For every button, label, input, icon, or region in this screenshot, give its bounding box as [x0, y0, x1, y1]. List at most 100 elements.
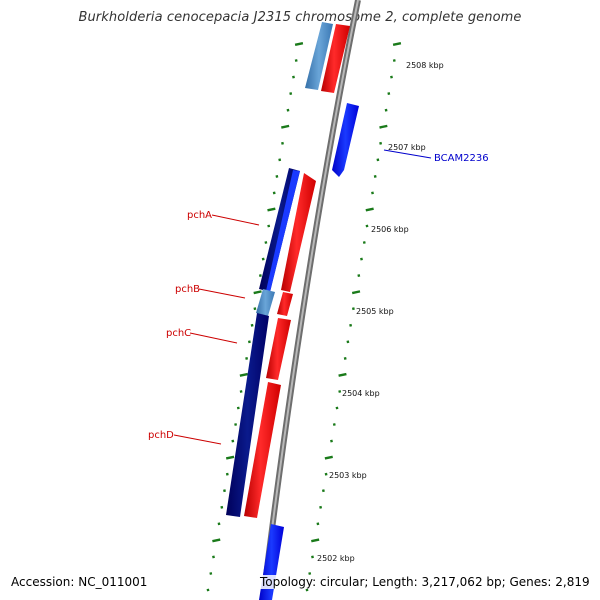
gene-red-3: [266, 318, 291, 380]
gene-red-4: [244, 382, 281, 518]
gene-label-pchA: pchA: [187, 210, 260, 226]
minor-tick: [384, 108, 388, 112]
gene-red-top: [321, 24, 350, 93]
gene-pchA: [259, 168, 300, 292]
minor-tick: [217, 522, 221, 526]
minor-tick: [231, 439, 235, 443]
minor-tick: [286, 108, 290, 112]
tick-2506: 2506 kbp: [371, 225, 409, 234]
minor-tick: [294, 59, 298, 62]
gene-label-pchD: pchD: [148, 430, 222, 445]
minor-tick: [236, 406, 240, 410]
minor-tick: [316, 522, 320, 526]
minor-tick: [250, 323, 254, 327]
minor-tick: [351, 307, 355, 311]
tick-labels: 2508 kbp 2507 kbp 2506 kbp 2505 kbp 2504…: [317, 61, 444, 563]
accession-label: Accession: NC_011001: [9, 575, 150, 589]
outer-tick-ring: [305, 41, 402, 592]
minor-tick: [275, 174, 279, 178]
minor-tick: [343, 356, 347, 360]
minor-tick: [253, 307, 257, 311]
minor-tick: [357, 274, 361, 278]
minor-tick: [335, 406, 339, 410]
major-tick: [225, 455, 235, 460]
minor-tick: [346, 340, 350, 344]
minor-tick: [278, 158, 282, 162]
svg-text:BCAM2236: BCAM2236: [434, 153, 489, 164]
tick-2504: 2504 kbp: [342, 389, 380, 398]
minor-tick: [330, 439, 333, 443]
minor-tick: [332, 423, 336, 426]
svg-text:pchB: pchB: [175, 284, 200, 295]
tick-2502: 2502 kbp: [317, 554, 355, 563]
major-tick: [281, 124, 290, 129]
gene-pchB: [256, 289, 275, 316]
gene-red-2: [277, 292, 293, 316]
minor-tick: [292, 75, 295, 79]
major-tick: [267, 207, 276, 212]
major-tick: [351, 290, 361, 295]
svg-text:pchA: pchA: [187, 210, 212, 221]
gene-label-pchB: pchB: [175, 284, 246, 299]
minor-tick: [267, 224, 271, 228]
minor-tick: [264, 241, 268, 244]
major-tick: [392, 41, 402, 47]
gene-label-pchC: pchC: [166, 328, 238, 344]
minor-tick: [289, 92, 293, 96]
minor-tick: [324, 472, 328, 476]
major-tick: [338, 372, 347, 377]
major-tick: [294, 41, 304, 47]
minor-tick: [258, 274, 262, 278]
minor-tick: [261, 257, 265, 261]
major-tick: [239, 372, 248, 377]
minor-tick: [349, 323, 353, 327]
svg-text:pchD: pchD: [148, 430, 174, 441]
major-tick: [253, 290, 262, 295]
major-tick: [324, 455, 333, 460]
gene-pchC-pchD: [226, 313, 269, 517]
minor-tick: [225, 472, 229, 476]
minor-tick: [362, 241, 366, 244]
gene-BCAM2236: [332, 103, 359, 177]
minor-tick: [247, 340, 251, 344]
minor-tick: [308, 572, 312, 575]
minor-tick: [209, 572, 213, 575]
genome-summary-label: Topology: circular; Length: 3,217,062 bp…: [258, 575, 592, 589]
minor-tick: [206, 588, 210, 592]
gene-light-blue-top: [305, 22, 333, 90]
gene-label-BCAM2236: BCAM2236: [383, 149, 489, 164]
minor-tick: [338, 390, 342, 393]
minor-tick: [234, 423, 238, 426]
minor-tick: [212, 555, 215, 559]
minor-tick: [373, 174, 377, 178]
minor-tick: [371, 191, 374, 195]
minor-tick: [305, 588, 309, 592]
minor-tick: [365, 224, 369, 228]
minor-tick: [239, 390, 243, 393]
gene-red-1: [281, 173, 316, 292]
minor-tick: [321, 489, 325, 493]
chromosome-backbone: [260, 0, 361, 600]
minor-tick: [220, 505, 224, 509]
minor-tick: [387, 92, 391, 96]
major-tick: [212, 538, 221, 543]
minor-tick: [360, 257, 363, 261]
minor-tick: [376, 158, 380, 162]
minor-tick: [311, 555, 314, 559]
minor-tick: [319, 505, 323, 509]
minor-tick: [281, 141, 284, 145]
tick-2507: 2507 kbp: [388, 143, 426, 152]
minor-tick: [245, 356, 249, 360]
tick-2505: 2505 kbp: [356, 307, 394, 316]
major-tick: [311, 538, 320, 543]
minor-tick: [390, 75, 393, 79]
inner-tick-ring: [206, 41, 304, 592]
minor-tick: [379, 141, 383, 145]
svg-text:pchC: pchC: [166, 328, 191, 339]
tick-2508: 2508 kbp: [406, 61, 444, 70]
map-title: Burkholderia cenocepacia J2315 chromosom…: [78, 10, 522, 25]
major-tick: [365, 207, 374, 212]
minor-tick: [223, 489, 226, 493]
minor-tick: [392, 59, 396, 62]
